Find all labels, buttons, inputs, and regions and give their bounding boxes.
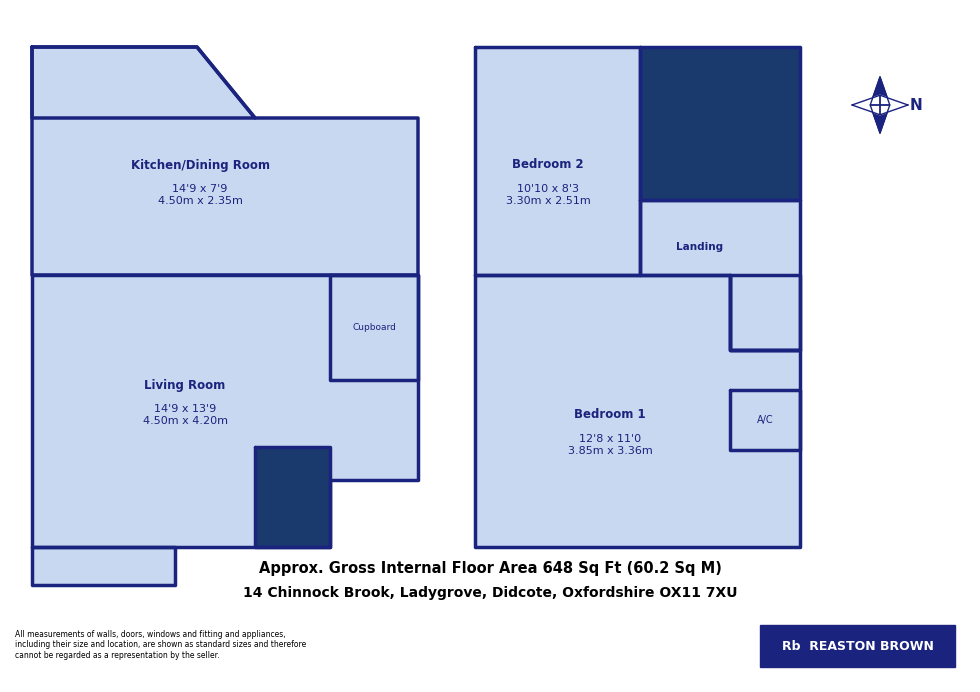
- Polygon shape: [330, 275, 418, 380]
- Text: Bedroom 1: Bedroom 1: [574, 408, 646, 421]
- Text: 14'9 x 7'9
4.50m x 2.35m: 14'9 x 7'9 4.50m x 2.35m: [158, 184, 242, 206]
- Polygon shape: [730, 275, 800, 350]
- Polygon shape: [32, 275, 418, 547]
- Polygon shape: [32, 47, 418, 275]
- Polygon shape: [32, 47, 255, 118]
- Text: 10'10 x 8'3
3.30m x 2.51m: 10'10 x 8'3 3.30m x 2.51m: [506, 184, 590, 206]
- Polygon shape: [870, 105, 890, 133]
- Polygon shape: [870, 77, 890, 105]
- Text: 14 Chinnock Brook, Ladygrove, Didcote, Oxfordshire OX11 7XU: 14 Chinnock Brook, Ladygrove, Didcote, O…: [243, 586, 737, 600]
- Polygon shape: [255, 447, 330, 547]
- Text: 14'9 x 13'9
4.50m x 4.20m: 14'9 x 13'9 4.50m x 4.20m: [142, 404, 227, 426]
- Text: Cupboard: Cupboard: [352, 322, 396, 331]
- Text: Landing: Landing: [676, 242, 723, 252]
- Polygon shape: [730, 390, 800, 450]
- Polygon shape: [32, 547, 175, 585]
- Polygon shape: [640, 200, 800, 350]
- Polygon shape: [880, 95, 908, 115]
- Text: Living Room: Living Room: [144, 379, 225, 392]
- Polygon shape: [640, 47, 800, 200]
- Text: All measurements of walls, doors, windows and fitting and appliances,
including : All measurements of walls, doors, window…: [15, 630, 306, 659]
- Polygon shape: [475, 47, 640, 275]
- Text: N: N: [910, 98, 923, 113]
- Text: Rb  REASTON BROWN: Rb REASTON BROWN: [782, 639, 933, 653]
- Text: A/C: A/C: [757, 415, 773, 425]
- Text: Kitchen/Dining Room: Kitchen/Dining Room: [130, 158, 270, 172]
- Polygon shape: [475, 275, 800, 547]
- Polygon shape: [852, 95, 880, 115]
- FancyBboxPatch shape: [760, 625, 955, 667]
- Text: Approx. Gross Internal Floor Area 648 Sq Ft (60.2 Sq M): Approx. Gross Internal Floor Area 648 Sq…: [259, 561, 721, 576]
- Text: 12'8 x 11'0
3.85m x 3.36m: 12'8 x 11'0 3.85m x 3.36m: [567, 434, 653, 456]
- Text: Bedroom 2: Bedroom 2: [513, 158, 584, 172]
